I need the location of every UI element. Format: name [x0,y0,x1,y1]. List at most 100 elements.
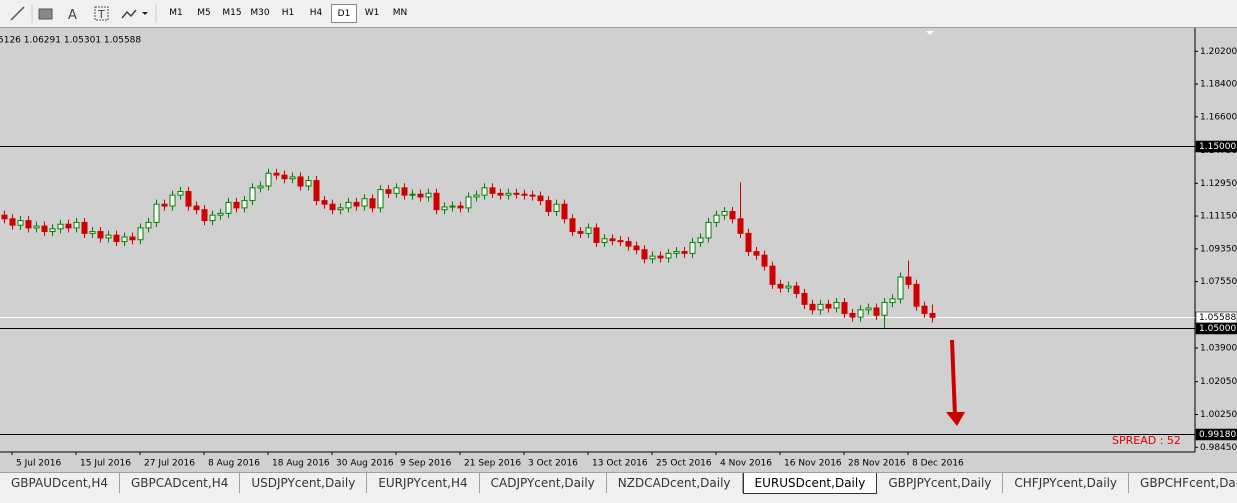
candle-body [57,223,64,230]
symbol-tab[interactable]: NZDCADcent,Daily [607,473,743,493]
rect-tool[interactable] [38,8,53,20]
candle-body [929,312,936,318]
candle-body [873,307,880,316]
candle-body [849,312,856,318]
candle-body [689,241,696,254]
candle-body [561,203,568,220]
candle-body [209,214,216,222]
candle-body [33,225,40,229]
candle-body [9,218,16,226]
candle-body [449,205,456,208]
candle-body [241,200,248,209]
candle-body [249,187,256,202]
candle-body [521,193,528,196]
candle-body [809,303,816,311]
y-tick-label: 1.20200 [1200,47,1237,57]
x-tick-label: 15 Jul 2016 [80,459,131,469]
symbol-tab[interactable]: EURJPYcent,H4 [367,473,480,493]
candle-body [73,221,80,229]
text-tool[interactable]: A [68,8,77,23]
price-label-box [1195,140,1237,153]
candle-body [841,302,848,314]
y-tick-label: 1.02050 [1200,377,1237,387]
shapes-tool[interactable] [121,9,137,19]
price-label: 1.05000 [1199,324,1236,334]
candle-body [497,192,504,196]
candle-body [897,276,904,300]
candle-body [553,203,560,213]
price-label: 1.15000 [1199,142,1236,152]
toolbar: A T M1 M5 M15 M30 H1 H4 D1 W1 MN [0,0,1237,28]
candle-body [745,232,752,253]
candle-body [673,251,680,254]
candle-body [385,189,392,194]
candle-body [297,176,304,187]
candle-body [361,198,368,207]
symbol-tab[interactable]: EURUSDcent,Daily [742,473,878,494]
candle-body [137,227,144,241]
candle-body [145,221,152,229]
timeframe-button[interactable]: M1 [169,8,183,18]
candle-body [649,255,656,260]
candle-body [105,234,112,239]
candle-body [489,187,496,194]
x-tick-label: 5 Jul 2016 [16,459,61,469]
y-tick-label: 1.12950 [1200,179,1237,189]
tool-icons: A T [10,4,157,23]
candle-body [545,200,552,213]
candle-body [777,283,784,289]
timeframe-button[interactable]: H4 [309,8,323,18]
candle-body [681,251,688,254]
candle-body [393,187,400,194]
y-tick-label: 0.98450 [1200,443,1237,453]
x-tick-label: 18 Aug 2016 [272,459,330,469]
candle-body [433,192,440,211]
ohlc-info: 5126 1.06291 1.05301 1.05588 [0,36,141,46]
candle-body [913,283,920,307]
symbol-tab[interactable]: CHFJPYcent,Daily [1003,473,1130,493]
candle-body [129,236,136,241]
candle-body [25,220,32,229]
candle-body [441,206,448,211]
symbol-tab[interactable]: GBPCHFcent,Daily [1129,473,1237,493]
candle-body [41,225,48,233]
arrow-shaft [950,339,957,417]
candle-body [273,172,280,176]
symbol-tab[interactable]: CADJPYcent,Daily [480,473,607,493]
symbol-tab[interactable]: USDJPYcent,Daily [240,473,368,493]
y-tick-label: 1.07550 [1200,277,1237,287]
timeframe-button[interactable]: M15 [222,8,242,18]
timeframe-button[interactable]: MN [392,8,408,18]
candle-body [169,194,176,207]
candle-body [593,227,600,243]
candle-body [193,205,200,211]
symbol-tab[interactable]: GBPAUDcent,H4 [0,473,120,493]
timeframe-button[interactable]: M30 [250,8,270,18]
label-tool[interactable] [94,6,109,21]
svg-text:T: T [97,8,105,21]
candle-body [825,303,832,309]
candle-body [881,302,888,316]
timeframe-button[interactable]: H1 [281,8,295,18]
symbol-tab[interactable]: GBPCADcent,H4 [120,473,241,493]
timeframe-button[interactable]: W1 [364,8,380,18]
candle-body [289,176,296,180]
candle-body [601,238,608,243]
candle-body [225,201,232,214]
shift-marker [926,31,934,35]
symbol-tab[interactable]: GBPJPYcent,Daily [877,473,1004,493]
candle-body [753,251,760,256]
candle-body [89,231,96,234]
timeframe-button[interactable]: M5 [197,8,211,18]
timeframe-button[interactable]: D1 [331,4,357,23]
candle-body [281,174,288,180]
line-tool[interactable] [10,6,25,21]
candle-body [417,193,424,198]
candle-body [153,203,160,223]
x-tick-label: 13 Oct 2016 [592,459,648,469]
candle-body [761,254,768,267]
candle-body [585,227,592,234]
candle-body [161,203,168,207]
x-tick-label: 8 Dec 2016 [912,459,964,469]
